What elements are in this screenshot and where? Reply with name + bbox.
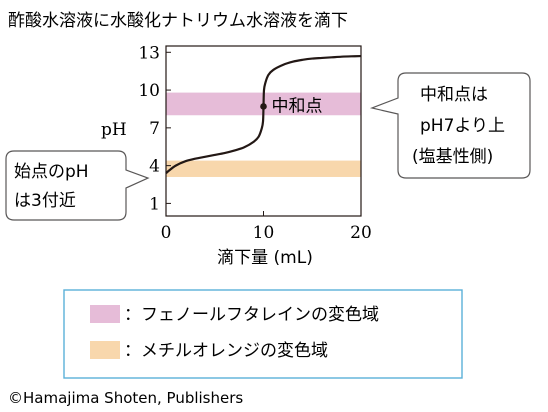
equivalence-point	[260, 103, 267, 110]
legend-label-methyl-orange: ：メチルオレンジの変色域	[124, 341, 328, 361]
y-tick-label-1: 4	[149, 157, 160, 177]
legend-swatch-methyl-orange	[90, 341, 120, 359]
y-tick-label-3: 10	[138, 81, 160, 101]
y-tick-label-0: 1	[149, 194, 160, 214]
chart-title: 酢酸水溶液に水酸化ナトリウム水溶液を滴下	[8, 11, 348, 31]
legend-label-phenolphthalein: ：フェノールフタレインの変色域	[124, 305, 379, 325]
legend-box	[63, 289, 463, 379]
titration-curve	[165, 54, 362, 175]
x-tick-label-1: 10	[253, 223, 275, 243]
legend-swatch-phenolphthalein	[90, 305, 120, 323]
right-callout-line-2: pH7より上	[420, 116, 505, 136]
left-callout-box	[5, 150, 150, 221]
plot-frame	[165, 45, 362, 217]
x-tick-label-2: 20	[350, 223, 372, 243]
y-axis-label: pH	[101, 120, 127, 140]
equivalence-point-label: 中和点	[272, 96, 323, 116]
x-axis-ticks: 0 10 20	[161, 211, 372, 243]
y-axis-ticks: 1 4 7 10 13	[138, 43, 171, 214]
right-callout-line-1: 中和点は	[420, 85, 488, 105]
y-tick-label-2: 7	[149, 119, 160, 139]
x-axis-label: 滴下量 (mL)	[217, 248, 313, 268]
credit-text: ©Hamajima Shoten, Publishers	[8, 389, 243, 407]
x-tick-label-0: 0	[161, 223, 172, 243]
right-callout-box	[369, 72, 531, 179]
band-1	[166, 160, 361, 177]
right-callout-line-3: (塩基性側)	[412, 147, 493, 167]
left-callout-line-2: は3付近	[14, 191, 76, 211]
left-callout-line-1: 始点のpH	[14, 162, 89, 182]
y-tick-label-4: 13	[138, 43, 160, 63]
